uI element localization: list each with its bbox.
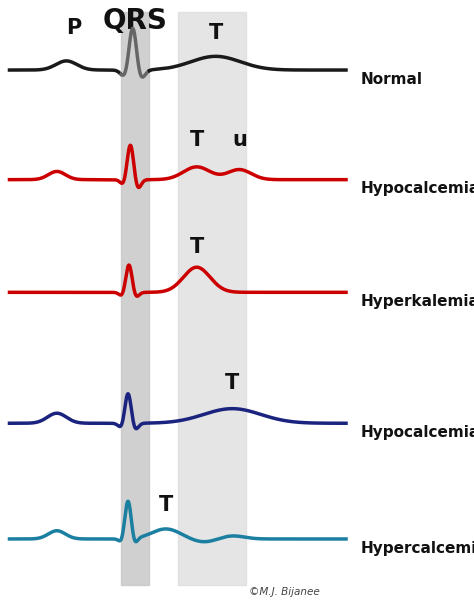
- Text: T: T: [190, 130, 204, 150]
- Text: T: T: [190, 237, 204, 257]
- Text: T: T: [159, 495, 173, 515]
- Bar: [121, 12, 149, 585]
- Text: P: P: [66, 18, 81, 38]
- Bar: [178, 12, 246, 585]
- Text: Hypercalcemia: Hypercalcemia: [360, 541, 474, 555]
- Text: ©M.J. Bijanee: ©M.J. Bijanee: [249, 587, 320, 597]
- Text: QRS: QRS: [103, 7, 167, 35]
- Text: Normal: Normal: [360, 72, 422, 86]
- Text: Hyperkalemia: Hyperkalemia: [360, 294, 474, 309]
- Text: T: T: [225, 373, 239, 393]
- Text: Hypocalcemia: Hypocalcemia: [360, 181, 474, 196]
- Text: T: T: [209, 23, 223, 43]
- Text: Hypocalcemia: Hypocalcemia: [360, 425, 474, 440]
- Text: u: u: [232, 130, 247, 150]
